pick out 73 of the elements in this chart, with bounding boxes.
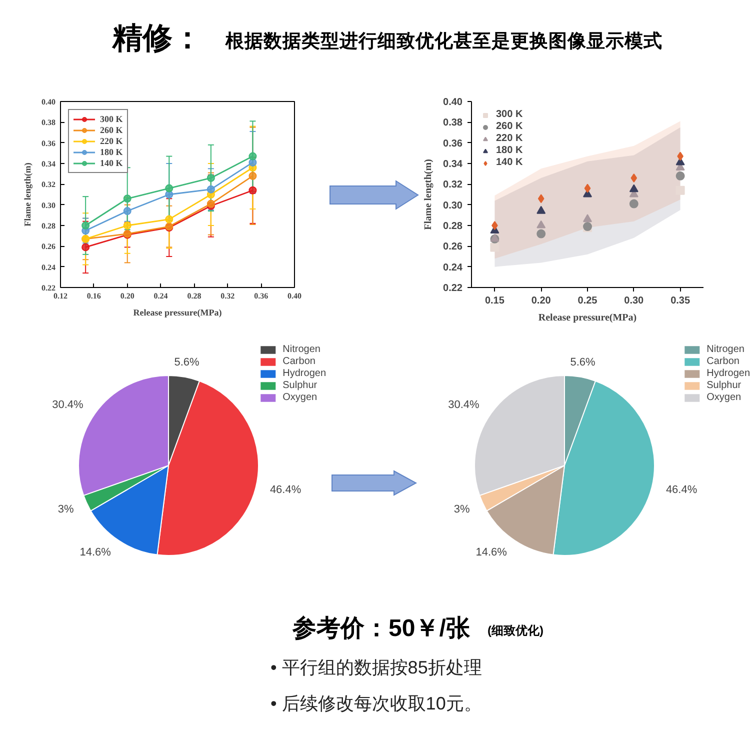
legend-label: Hydrogen xyxy=(282,368,326,379)
legend-label: 260 K xyxy=(496,121,523,132)
x-tick-label: 0.36 xyxy=(254,292,268,300)
x-tick-label: 0.40 xyxy=(288,292,302,300)
text: • 后续修改每次收取10元。 xyxy=(270,694,482,714)
text: 根据数据类型进行细致优化甚至是更换图像显示模式 xyxy=(224,30,662,51)
legend-label: Carbon xyxy=(282,356,316,367)
x-tick-label: 0.30 xyxy=(624,296,644,306)
y-axis-title: Flame length(m) xyxy=(423,159,434,230)
legend-label: Oxygen xyxy=(706,392,742,403)
legend-label: 300 K xyxy=(100,114,123,124)
x-tick-label: 0.24 xyxy=(154,292,168,300)
data-label: 30.4% xyxy=(52,399,84,412)
data-label: 3% xyxy=(58,503,74,516)
x-tick-label: 0.16 xyxy=(86,292,101,300)
y-tick-label: 0.30 xyxy=(42,200,56,210)
x-axis-title: Release pressure(MPa) xyxy=(133,308,222,318)
legend-label: 220 K xyxy=(100,136,123,146)
y-tick-label: 0.24 xyxy=(443,262,463,274)
y-tick-label: 0.30 xyxy=(443,200,463,212)
y-tick-label: 0.22 xyxy=(443,283,463,294)
legend-label: 140 K xyxy=(496,157,523,168)
legend-label: Carbon xyxy=(706,356,740,367)
y-tick-label: 0.34 xyxy=(443,159,463,170)
legend-label: Sulphur xyxy=(282,380,318,391)
data-label: 5.6% xyxy=(174,356,200,369)
legend-label: 260 K xyxy=(100,125,123,135)
data-label: 46.4% xyxy=(666,484,698,496)
y-tick-label: 0.36 xyxy=(42,138,56,148)
text: • 平行组的数据按85折处理 xyxy=(270,658,482,678)
y-tick-label: 0.40 xyxy=(443,97,463,108)
y-tick-label: 0.28 xyxy=(443,221,463,232)
x-tick-label: 0.28 xyxy=(187,292,202,300)
data-label: 46.4% xyxy=(270,484,302,496)
y-tick-label: 0.24 xyxy=(42,262,56,272)
text: (细致优化) xyxy=(488,624,544,638)
legend-label: Hydrogen xyxy=(706,368,750,379)
x-axis-title: Release pressure(MPa) xyxy=(538,312,637,324)
data-label: 14.6% xyxy=(80,546,112,559)
legend-label: Sulphur xyxy=(706,380,742,391)
x-tick-label: 0.20 xyxy=(120,292,134,300)
y-tick-label: 0.38 xyxy=(443,118,463,129)
y-axis-title: Flame length(m) xyxy=(22,162,32,226)
legend-label: Nitrogen xyxy=(706,344,744,355)
legend-label: 180 K xyxy=(496,145,523,156)
y-tick-label: 0.22 xyxy=(42,284,56,292)
y-tick-label: 0.32 xyxy=(443,180,463,191)
y-tick-label: 0.36 xyxy=(443,138,463,150)
legend-label: Oxygen xyxy=(282,392,318,403)
text: 精修： xyxy=(112,22,202,55)
legend-label: 220 K xyxy=(496,133,523,144)
x-tick-label: 0.35 xyxy=(670,296,690,306)
x-tick-label: 0.32 xyxy=(220,292,235,300)
data-label: 5.6% xyxy=(570,356,596,369)
legend-label: 300 K xyxy=(496,109,523,120)
y-tick-label: 0.26 xyxy=(42,242,56,252)
x-tick-label: 0.12 xyxy=(54,292,68,300)
x-tick-label: 0.20 xyxy=(531,296,552,306)
legend-label: Nitrogen xyxy=(282,344,320,355)
y-tick-label: 0.38 xyxy=(42,118,56,128)
x-tick-label: 0.25 xyxy=(578,296,598,306)
x-tick-label: 0.15 xyxy=(484,296,505,306)
y-tick-label: 0.32 xyxy=(42,180,56,190)
y-tick-label: 0.40 xyxy=(42,98,56,106)
text: 参考价：50￥/张 xyxy=(292,615,471,642)
data-label: 30.4% xyxy=(448,399,480,412)
y-tick-label: 0.26 xyxy=(443,242,463,253)
legend-label: 140 K xyxy=(100,158,123,168)
data-label: 14.6% xyxy=(476,546,508,559)
data-label: 3% xyxy=(454,503,470,516)
y-tick-label: 0.28 xyxy=(42,222,56,230)
legend-label: 180 K xyxy=(100,147,123,157)
y-tick-label: 0.34 xyxy=(42,160,56,168)
